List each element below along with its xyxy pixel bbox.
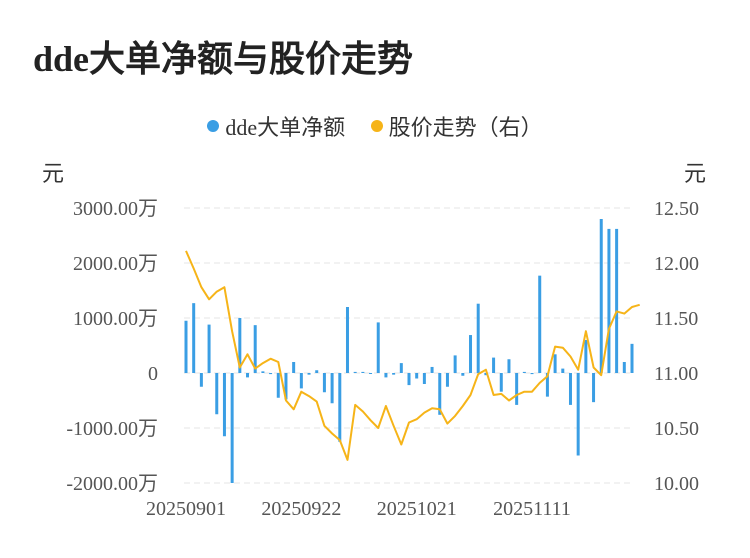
dde-bar (399, 363, 403, 373)
dde-bar (445, 373, 449, 387)
dde-bar (222, 373, 226, 437)
y-left-tick-label: -2000.00万 (66, 473, 158, 495)
chart-title: dde大单净额与股价走势 (33, 39, 414, 79)
x-tick-label: 20250901 (146, 498, 226, 520)
dde-bar (492, 357, 496, 373)
dde-bar (507, 359, 511, 373)
x-tick-label: 20251111 (493, 498, 571, 520)
y-right-tick-label: 11.50 (654, 308, 698, 330)
y-left-tick-label: 2000.00万 (73, 253, 158, 275)
dde-bar (215, 373, 219, 415)
legend-item-dde[interactable]: dde大单净额 (207, 110, 345, 142)
y-right-tick-label: 12.50 (654, 198, 699, 220)
dde-bar (453, 355, 457, 373)
dde-bar (599, 219, 603, 373)
dde-bar (307, 373, 311, 375)
dde-bar (246, 373, 250, 378)
dde-bar (576, 373, 580, 456)
dde-bar (384, 373, 388, 378)
legend-label-dde: dde大单净额 (225, 115, 346, 140)
dde-bar (338, 373, 342, 442)
dde-bar (584, 340, 588, 373)
dde-bar (253, 325, 257, 373)
y-right-tick-label: 10.00 (654, 473, 699, 495)
dde-bar (238, 318, 242, 373)
dde-bar (276, 373, 280, 398)
dde-bar (199, 373, 203, 387)
dde-bar (322, 373, 326, 393)
dde-bar (476, 303, 480, 373)
dde-bar (615, 228, 619, 373)
legend-label-price: 股价走势（右） (388, 115, 543, 140)
dde-bar (369, 373, 373, 374)
dde-bar (622, 362, 626, 373)
price-line (185, 250, 640, 461)
right-axis-unit: 元 (684, 161, 707, 186)
dde-bar (230, 373, 234, 483)
legend-marker-dde (207, 120, 220, 132)
dde-bar (461, 373, 465, 376)
dde-bar (568, 373, 572, 405)
legend: dde大单净额 股价走势（右） (0, 110, 750, 142)
dde-bar (284, 373, 288, 400)
dde-bar (407, 373, 411, 386)
dde-bar (299, 373, 303, 389)
dde-bar (515, 373, 519, 405)
dde-bar (630, 343, 634, 373)
dde-bar (315, 370, 319, 373)
dde-bar (269, 373, 273, 375)
dde-bar (192, 303, 196, 373)
dde-bar (292, 362, 296, 373)
dde-bar (484, 373, 488, 376)
dde-bar (469, 335, 473, 373)
dde-bar (538, 275, 542, 373)
legend-marker-price (370, 120, 383, 132)
x-tick-label: 20251021 (377, 498, 457, 520)
dde-bar (561, 368, 565, 373)
dde-bar (415, 373, 419, 379)
dde-bar (422, 373, 426, 384)
dde-bar (330, 373, 334, 404)
dde-bar (607, 228, 611, 373)
dde-bar (261, 371, 265, 373)
y-right-tick-label: 12.00 (654, 253, 699, 275)
x-tick-label: 20250922 (261, 498, 341, 520)
y-left-tick-label: 1000.00万 (73, 308, 158, 330)
dde-bar (522, 371, 526, 373)
y-right-tick-label: 11.00 (654, 363, 698, 385)
dde-bar (530, 373, 534, 375)
dde-bar (376, 322, 380, 373)
y-left-tick-label: 0 (148, 363, 158, 385)
left-axis-unit: 元 (42, 161, 65, 186)
dde-bar (499, 373, 503, 392)
dde-bar (361, 371, 365, 373)
dde-bar (592, 373, 596, 403)
dde-bar (430, 366, 434, 373)
y-right-tick-label: 10.50 (654, 418, 699, 440)
dde-bar (353, 371, 357, 373)
y-left-tick-label: 3000.00万 (73, 198, 158, 220)
dde-bar (392, 373, 396, 375)
dde-bar (553, 354, 557, 373)
dde-bar (438, 373, 442, 415)
dde-bar (207, 324, 211, 373)
dde-bar (545, 373, 549, 397)
dde-bar (345, 307, 349, 373)
dde-bar (184, 320, 188, 373)
y-left-tick-label: -1000.00万 (66, 418, 158, 440)
legend-item-price[interactable]: 股价走势（右） (370, 110, 543, 142)
